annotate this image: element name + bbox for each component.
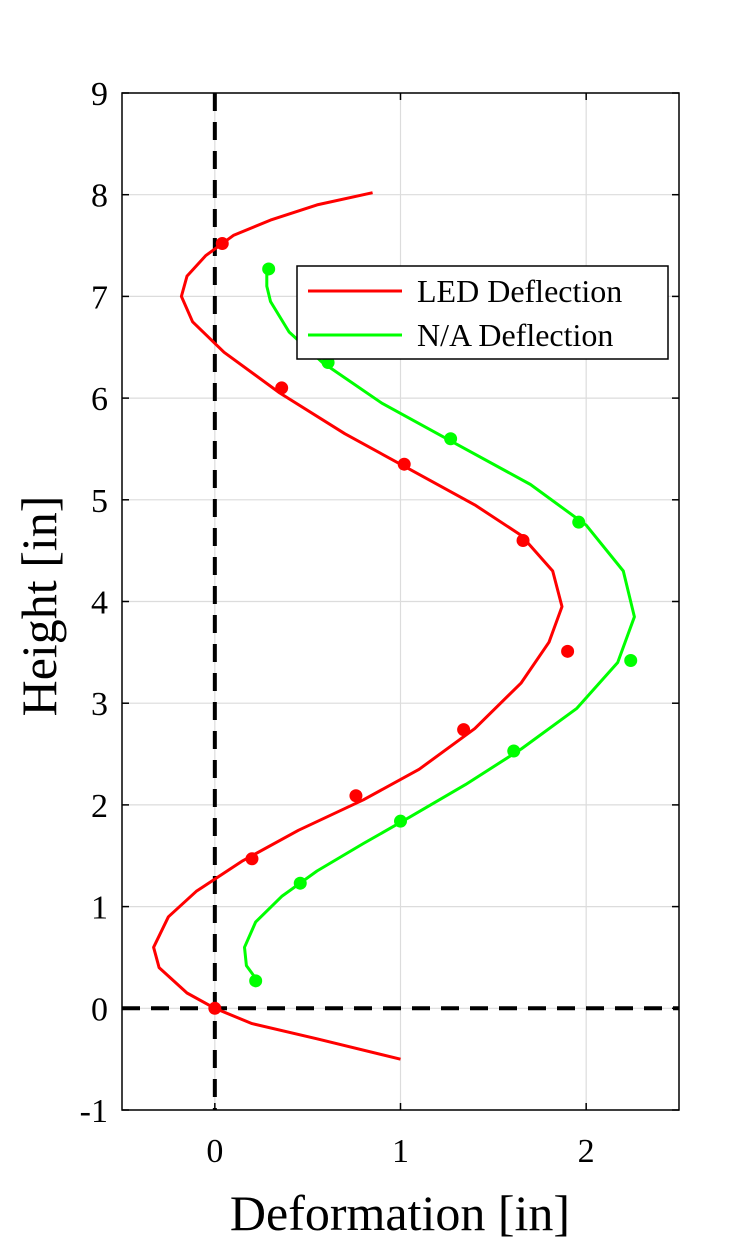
x-tick-label: 0: [206, 1133, 223, 1170]
series-line-1: [243, 268, 636, 982]
y-tick-label: 4: [91, 585, 108, 622]
data-point: [275, 381, 289, 395]
y-tick-label: 8: [91, 178, 108, 215]
y-tick-label: 5: [91, 483, 108, 520]
data-point: [349, 789, 363, 803]
y-tick-label: 1: [91, 890, 108, 927]
y-tick-label: 0: [91, 991, 108, 1028]
data-point: [249, 974, 263, 988]
data-point: [572, 515, 586, 529]
data-point: [507, 744, 521, 758]
x-tick-label: 1: [392, 1133, 409, 1170]
x-tick-label: 2: [578, 1133, 595, 1170]
y-tick-label: 6: [91, 381, 108, 418]
series-line-0: [152, 191, 564, 1061]
y-tick-label: 9: [91, 76, 108, 113]
y-tick-label: 2: [91, 788, 108, 825]
y-axis-title: Height [in]: [11, 496, 67, 717]
data-point: [457, 723, 471, 737]
data-point: [293, 876, 307, 890]
tick-labels: 0 1 2 -1 0 1 2 3 4 5 6 7 8 9: [80, 76, 679, 1170]
data-point: [397, 457, 411, 471]
legend: LED Deflection N/A Deflection: [296, 265, 669, 360]
data-point: [394, 814, 407, 828]
data-point: [245, 852, 259, 866]
y-tick-label: 7: [91, 279, 108, 316]
data-point: [444, 432, 458, 446]
data-point: [624, 653, 638, 667]
legend-label-na: N/A Deflection: [417, 317, 613, 353]
legend-label-led: LED Deflection: [417, 273, 622, 309]
legend-box: [296, 265, 669, 360]
grid: [122, 92, 679, 1111]
data-point: [208, 1001, 222, 1015]
y-tick-label: 3: [91, 686, 108, 723]
data-point: [516, 533, 530, 547]
data-point: [561, 644, 575, 658]
x-axis-title: Deformation [in]: [230, 1185, 570, 1241]
data-point: [215, 237, 229, 251]
y-tick-label: -1: [80, 1093, 108, 1130]
data-point: [262, 262, 276, 276]
